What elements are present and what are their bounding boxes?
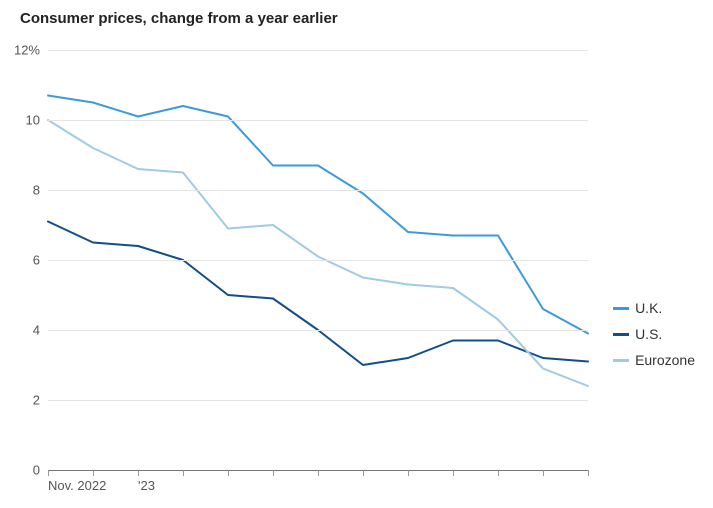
x-tick-label: '23	[138, 478, 155, 493]
y-tick-label: 6	[33, 253, 40, 268]
x-tick	[588, 470, 589, 476]
gridline	[48, 120, 588, 121]
legend-swatch	[613, 307, 629, 310]
x-tick-label: Nov. 2022	[48, 478, 106, 493]
legend-label: Eurozone	[635, 352, 695, 368]
legend: U.K. U.S. Eurozone	[613, 300, 695, 378]
plot-area: 024681012%Nov. 2022'23	[48, 50, 588, 470]
legend-label: U.S.	[635, 326, 662, 342]
gridline	[48, 190, 588, 191]
chart-container: Consumer prices, change from a year earl…	[0, 0, 713, 508]
legend-item: U.S.	[613, 326, 695, 342]
series-line-us	[48, 222, 588, 366]
y-tick-label: 4	[33, 323, 40, 338]
gridline	[48, 50, 588, 51]
legend-item: U.K.	[613, 300, 695, 316]
x-tick	[273, 470, 274, 476]
y-tick-label: 8	[33, 183, 40, 198]
x-tick	[543, 470, 544, 476]
x-tick	[93, 470, 94, 476]
legend-swatch	[613, 333, 629, 336]
y-tick-label: 12%	[14, 43, 40, 58]
y-tick-label: 0	[33, 463, 40, 478]
legend-label: U.K.	[635, 300, 662, 316]
y-tick-label: 10	[26, 113, 40, 128]
x-tick	[363, 470, 364, 476]
gridline	[48, 400, 588, 401]
x-tick	[498, 470, 499, 476]
x-tick	[228, 470, 229, 476]
x-tick	[318, 470, 319, 476]
y-tick-label: 2	[33, 393, 40, 408]
x-tick	[453, 470, 454, 476]
chart-title: Consumer prices, change from a year earl…	[20, 10, 338, 27]
x-tick	[183, 470, 184, 476]
x-tick	[48, 470, 49, 476]
series-line-uk	[48, 96, 588, 334]
gridline	[48, 260, 588, 261]
gridline	[48, 330, 588, 331]
legend-item: Eurozone	[613, 352, 695, 368]
series-line-eurozone	[48, 120, 588, 386]
x-tick	[408, 470, 409, 476]
legend-swatch	[613, 359, 629, 362]
x-tick	[138, 470, 139, 476]
